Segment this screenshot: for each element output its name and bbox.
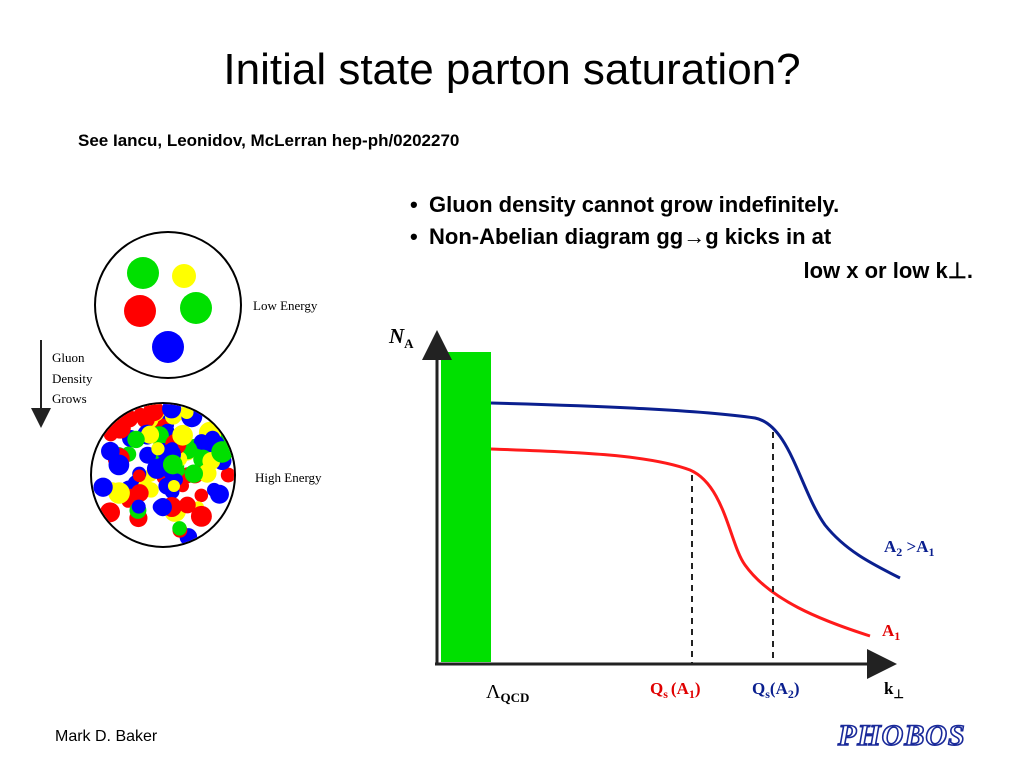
parton	[162, 454, 183, 475]
bullet-line: low x or low k⊥.	[803, 258, 973, 283]
arrow-label: Grows	[52, 391, 87, 406]
parton	[151, 442, 165, 456]
parton	[131, 499, 146, 514]
bullet-line: Non-Abelian diagram gg→g kicks in at	[429, 224, 832, 249]
parton	[153, 498, 172, 517]
qs2-label: Qs(A2)	[752, 679, 800, 701]
parton	[204, 430, 221, 447]
parton	[143, 404, 165, 422]
parton	[132, 469, 146, 483]
a1-label: A1	[882, 621, 900, 643]
lambda-label: ΛQCD	[486, 681, 529, 705]
curve-a1	[490, 447, 871, 638]
parton	[184, 464, 204, 483]
curve-a2	[490, 401, 901, 580]
parton	[100, 502, 121, 523]
high-energy-label: High Energy	[255, 470, 322, 485]
parton	[206, 482, 222, 498]
parton	[108, 482, 130, 504]
saturation-bar	[441, 352, 491, 662]
footer: Mark D. Baker	[55, 728, 158, 745]
parton	[167, 480, 180, 493]
bullet-line: Gluon density cannot grow indefinitely.	[429, 192, 839, 217]
parton	[165, 442, 179, 455]
qs1-label: Qs (A1)	[650, 679, 701, 701]
parton	[146, 458, 168, 479]
parton	[178, 496, 196, 514]
reference: See Iancu, Leonidov, McLerran hep-ph/020…	[78, 131, 459, 150]
parton	[127, 430, 145, 449]
parton	[93, 477, 113, 497]
parton	[190, 505, 212, 527]
bullets: • Gluon density cannot grow indefinitely…	[410, 192, 973, 283]
dense-partons	[93, 404, 234, 546]
parton	[140, 425, 160, 444]
parton	[127, 257, 159, 289]
parton	[194, 488, 209, 503]
bullet-dot: •	[410, 192, 418, 217]
parton	[172, 424, 193, 446]
parton	[220, 467, 234, 483]
bullet-dot: •	[410, 224, 418, 249]
y-axis-label: NA	[388, 324, 414, 351]
arrow-label: Density	[52, 371, 93, 386]
parton	[108, 454, 130, 476]
parton	[180, 292, 212, 324]
x-axis-label: k⊥	[884, 679, 904, 701]
arrow-label: Gluon	[52, 350, 85, 365]
title: Initial state parton saturation?	[223, 45, 800, 94]
parton	[172, 264, 196, 288]
low-energy-label: Low Energy	[253, 298, 318, 313]
parton	[211, 441, 233, 463]
parton	[130, 484, 149, 502]
a2-label: A2 >A1	[884, 537, 935, 559]
parton	[172, 521, 187, 536]
parton	[124, 295, 156, 327]
parton	[152, 331, 184, 363]
logo: PHOBOS	[837, 719, 966, 752]
